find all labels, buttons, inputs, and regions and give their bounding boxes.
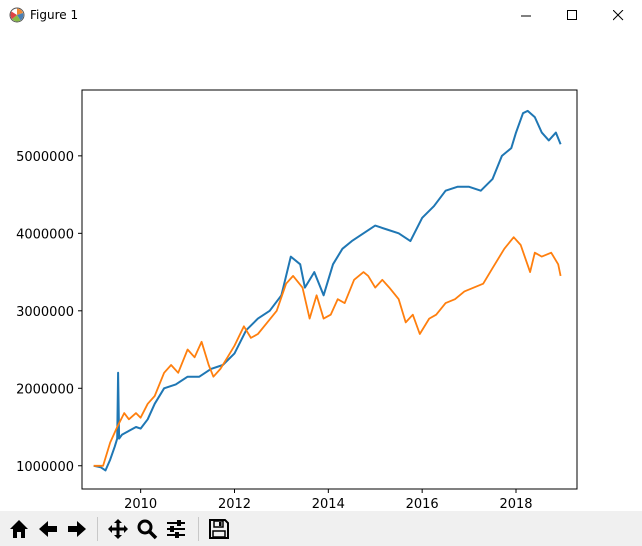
navigation-toolbar [0,511,642,546]
maximize-button[interactable] [550,0,596,31]
forward-button[interactable] [63,515,91,543]
zoom-button[interactable] [133,515,161,543]
toolbar-separator [198,517,199,541]
floppy-disk-icon [209,519,229,539]
window-title: Figure 1 [30,8,79,22]
x-tick-label: 2010 [124,497,157,511]
maximize-icon [567,10,577,20]
back-button[interactable] [34,515,62,543]
pan-button[interactable] [104,515,132,543]
sliders-icon [167,520,185,538]
close-icon [613,10,624,21]
y-tick-label: 2000000 [16,382,74,397]
y-axis: 1000000 2000000 3000000 4000000 5000000 [16,150,82,475]
series-line-1 [93,236,562,467]
save-button[interactable] [205,515,233,543]
line-chart: 2010 2012 2014 2016 2018 1000000 2000000 30000… [16,89,578,512]
x-tick-label: 2018 [499,497,532,511]
y-tick-label: 4000000 [16,227,74,242]
series-layer [93,109,562,472]
minimize-button[interactable] [504,0,550,31]
y-tick-label: 3000000 [16,305,74,320]
matplotlib-logo-icon [9,7,25,23]
x-tick-label: 2016 [406,497,439,511]
series-line-0 [93,109,562,472]
y-tick-label: 5000000 [16,150,74,165]
x-axis: 2010 2012 2014 2016 2018 [124,489,533,512]
move-icon [108,519,128,539]
minimize-icon [521,15,531,17]
arrow-left-icon [39,521,57,537]
close-button[interactable] [596,0,642,31]
x-tick-label: 2014 [312,497,345,511]
axes-frame [81,89,578,490]
home-button[interactable] [5,515,33,543]
arrow-right-icon [68,521,86,537]
toolbar-separator [97,517,98,541]
y-tick-label: 1000000 [16,460,74,475]
x-tick-label: 2012 [218,497,251,511]
configure-subplots-button[interactable] [162,515,190,543]
title-bar: Figure 1 [0,0,642,31]
figure-canvas[interactable]: 2010 2012 2014 2016 2018 1000000 2000000 30000… [0,31,642,512]
magnifier-icon [137,519,158,540]
home-icon [10,520,28,538]
